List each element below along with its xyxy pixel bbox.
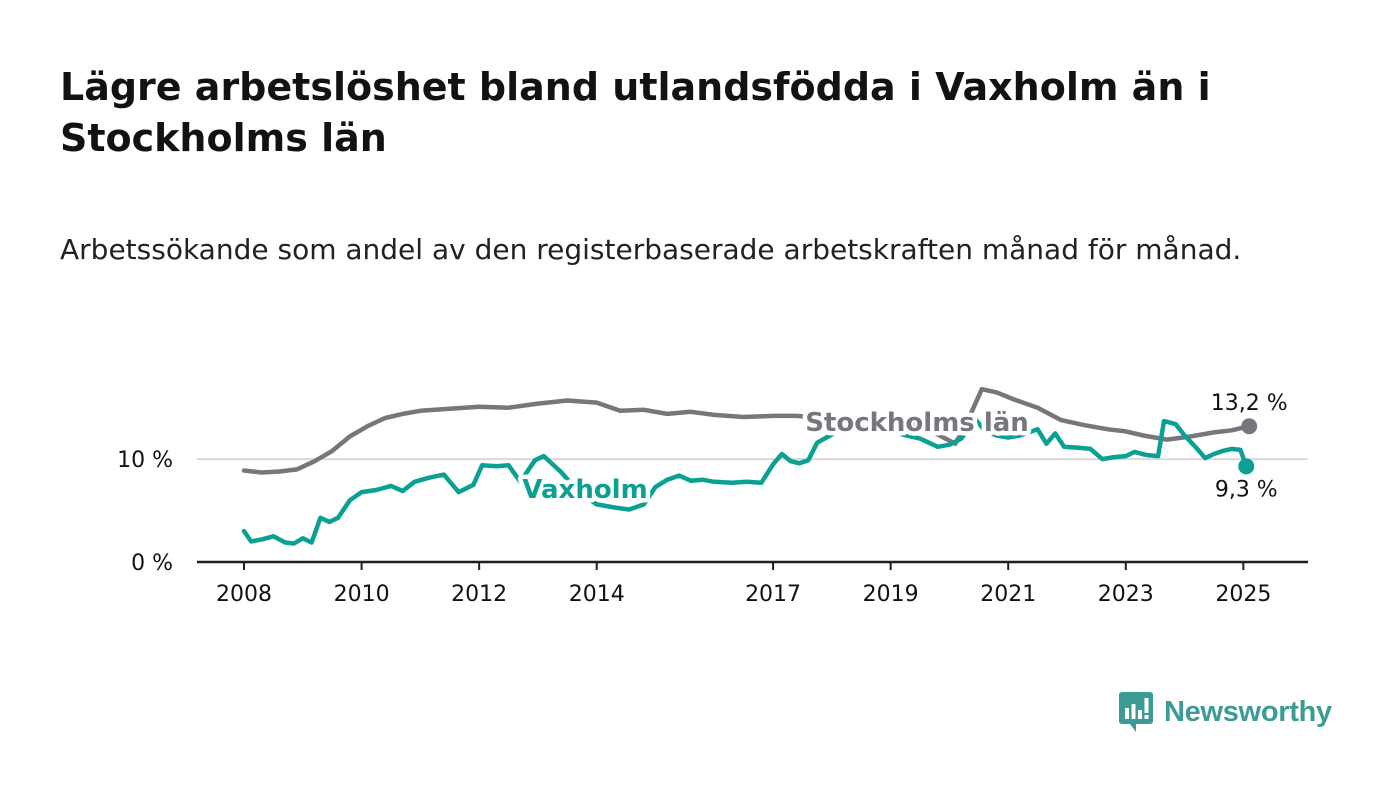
series-label-vaxholm: Vaxholm [522,475,647,505]
series-layer [241,386,1252,546]
x-tick-label: 2014 [569,582,625,607]
chart-title: Lägre arbetslöshet bland utlandsfödda i … [60,65,1211,160]
series-label-stockholm: Stockholms län [805,408,1029,438]
series-line-stockholm [241,386,1252,475]
end-dot-vaxholm [1238,458,1255,475]
x-tick-label: 2010 [334,582,390,607]
brand-name: Newsworthy [1164,695,1332,728]
x-tick-label: 2023 [1098,582,1154,607]
newsworthy-logo-icon [1119,692,1153,732]
x-tick-label: 2025 [1215,582,1271,607]
end-value-label-vaxholm: 9,3 % [1215,477,1278,502]
chart-subtitle: Arbetssökande som andel av den registerb… [60,233,1242,266]
x-tick-label: 2008 [216,582,272,607]
end-value-label-stockholm: 13,2 % [1211,391,1288,416]
label-layer: 0 % 10 % 2008 2010 2012 2014 2017 2019 2021 2023 2… [117,391,1288,607]
grid-layer [197,458,1308,570]
series-line-vaxholm [241,415,1249,546]
x-tick-label: 2017 [745,582,801,607]
y-tick-label: 0 % [131,551,173,576]
newsworthy-brand[interactable]: Newsworthy [1118,690,1332,734]
series-label-halo-vaxholm: Vaxholm [522,475,647,505]
x-tick-label: 2019 [863,582,919,607]
series-label-halo-stockholm: Stockholms län [805,408,1029,438]
y-tick-label: 10 % [117,448,173,473]
x-tick-label: 2021 [980,582,1036,607]
end-dot-stockholm [1241,418,1258,435]
x-tick-label: 2012 [451,582,507,607]
